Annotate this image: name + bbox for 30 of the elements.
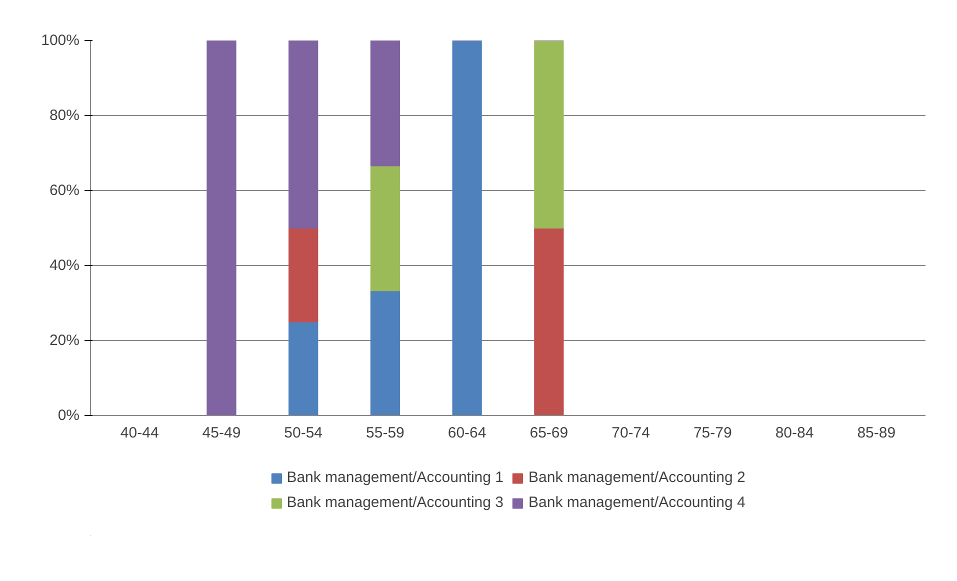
bar [206, 40, 236, 416]
y-tick-label: 80% [49, 107, 80, 124]
y-tick-label: 100% [41, 32, 80, 49]
x-tick-label: 40-44 [120, 424, 159, 442]
x-tick-label: 45-49 [202, 424, 241, 442]
x-tick-label: 50-54 [284, 424, 323, 442]
y-tick-label: 0% [58, 407, 80, 424]
bar [534, 228, 564, 416]
y-tick-label: 60% [49, 182, 80, 199]
x-tick-label: 55-59 [366, 424, 404, 442]
x-tick-label: 60-64 [448, 424, 486, 442]
bar [288, 40, 318, 228]
bar [534, 40, 564, 228]
legend-label: Bank management/Accounting 3 [286, 494, 504, 511]
x-tick-label: 80-84 [775, 424, 814, 442]
x-tick-label: 70-74 [612, 424, 650, 442]
y-tick-label: 40% [49, 257, 80, 274]
bar [370, 40, 400, 166]
legend-label: Bank management/Accounting 2 [528, 469, 746, 486]
bar [452, 40, 482, 416]
x-tick-label: 65-69 [530, 424, 568, 442]
x-tick-label: 85-89 [857, 424, 896, 442]
bar [288, 228, 318, 322]
x-tick-label: 75-79 [693, 424, 732, 442]
bar [370, 165, 400, 292]
bar [288, 321, 318, 416]
legend-label: Bank management/Accounting 4 [528, 494, 746, 511]
legend-label: Bank management/Accounting 1 [286, 469, 504, 486]
bar [370, 290, 400, 416]
y-tick-label: 20% [49, 332, 80, 349]
